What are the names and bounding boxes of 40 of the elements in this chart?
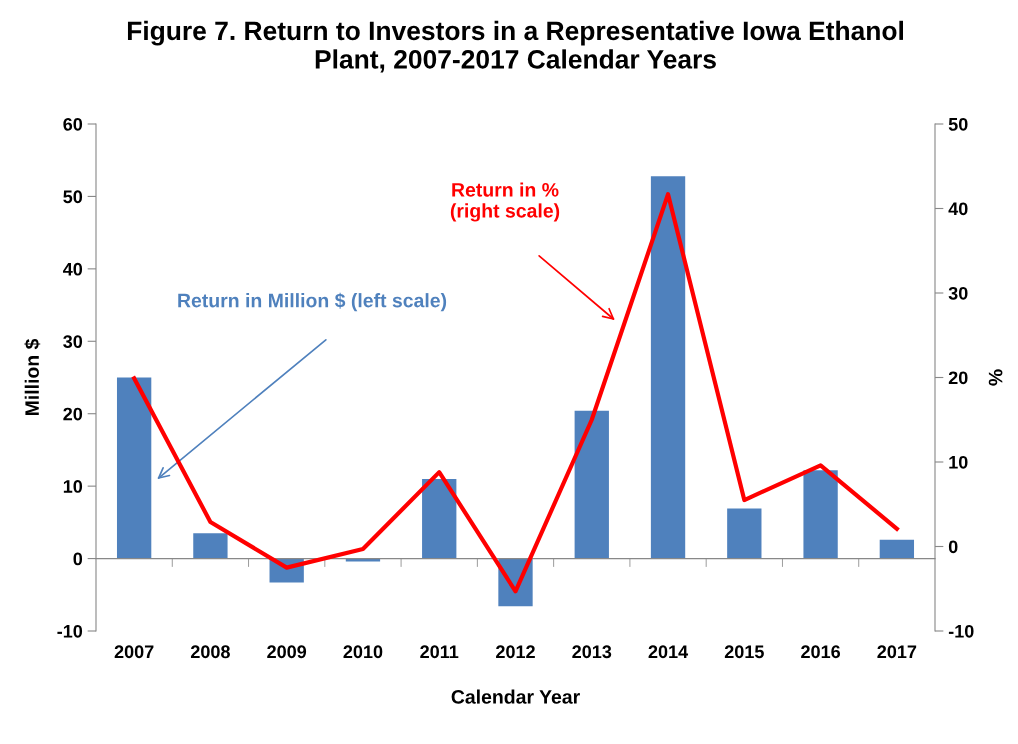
annotation: Return in % (right scale) [450, 182, 560, 222]
y-tick-label: -10 [57, 624, 83, 638]
x-tick-label: 2014 [648, 645, 689, 659]
y-axis-title: Million $ [24, 338, 41, 416]
x-tick-label: 2012 [496, 645, 535, 659]
bar [650, 176, 686, 559]
y2-tick-label: 50 [948, 117, 968, 131]
x-tick-label: 2009 [267, 645, 307, 659]
y-tick-label: 50 [63, 190, 83, 204]
x-tick-label: 2013 [572, 645, 612, 659]
chart-title: Figure 7. Return to Investors in a Representative Iowa Ethanol Plant, 2007-2017 Calendar Years [127, 20, 903, 73]
y2-tick-label: 30 [948, 286, 968, 300]
y2-tick-label: 40 [948, 202, 968, 216]
y-tick-label: 10 [63, 480, 83, 493]
x-tick-label: 2008 [190, 645, 230, 659]
y2-axis-title: % [988, 369, 1003, 386]
y2-tick-label: 20 [948, 371, 968, 385]
x-tick-label: 2017 [877, 645, 917, 659]
bar [193, 533, 228, 559]
x-tick-label: 2011 [420, 645, 459, 659]
bar [116, 377, 152, 559]
x-tick-label: 2016 [801, 645, 841, 659]
y-tick-label: 60 [63, 117, 83, 131]
annotation: Return in Million $ (left scale) [178, 292, 447, 312]
x-tick-label: 2010 [343, 645, 383, 659]
y-tick-label: 20 [63, 407, 83, 421]
x-tick-label: 2007 [114, 645, 154, 659]
y2-tick-label: 0 [948, 540, 958, 554]
y-tick-label: 40 [63, 262, 83, 276]
y-tick-label: 0 [73, 552, 83, 566]
bar [727, 508, 762, 559]
x-tick-label: 2015 [724, 645, 764, 659]
bar [803, 470, 838, 559]
bar [422, 478, 457, 559]
y2-tick-label: -10 [948, 624, 974, 638]
bar [574, 410, 609, 559]
y2-tick-label: 10 [949, 455, 968, 469]
x-axis-title: Calendar Year [451, 689, 580, 704]
y-tick-label: 30 [63, 335, 83, 349]
bar [879, 539, 915, 559]
